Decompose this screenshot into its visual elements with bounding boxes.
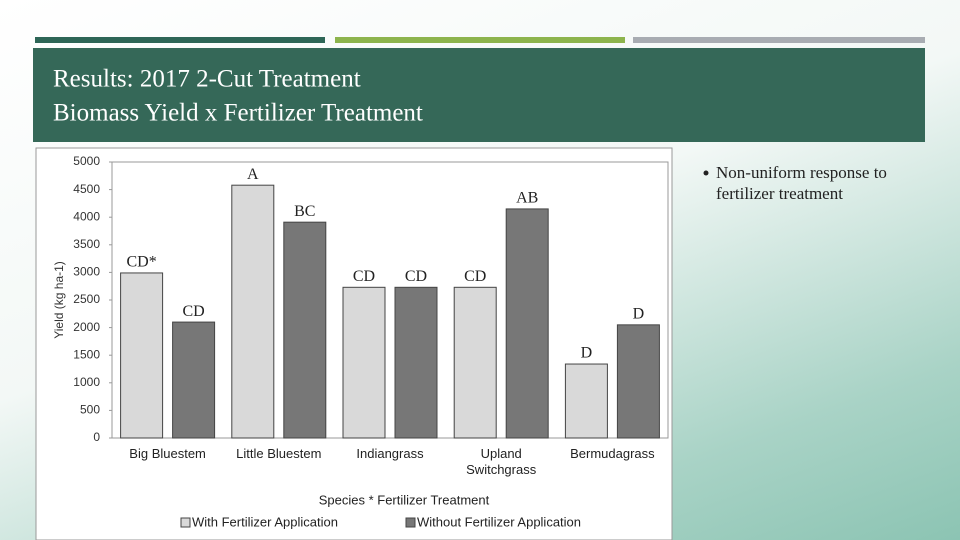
title-line: Biomass Yield x Fertilizer Treatment [53,100,423,127]
significance-letter: CD [182,303,204,320]
significance-letter: AB [516,190,538,207]
bar [283,221,327,439]
significance-letter: CD* [126,254,156,271]
x-tick-label: Bermudagrass [570,446,655,461]
bar [616,324,660,439]
y-tick-label: 3500 [73,237,100,251]
title-box [33,48,925,142]
legend-label: With Fertilizer Application [192,514,338,529]
y-tick-label: 4500 [73,182,100,196]
legend-swatch [405,517,416,528]
x-label-wrap: Little Bluestem [236,446,322,461]
x-tick-label: Indiangrass [356,446,424,461]
bullet-wrap: Non-uniform response to fertilizer treat… [716,163,887,203]
x-tick-label: Little Bluestem [236,446,322,461]
y-tick-label: 1000 [73,375,100,389]
bullet-dot [703,170,709,176]
bullet-text: Non-uniform response to fertilizer treat… [716,163,887,203]
y-tick-label: 5000 [73,154,100,168]
title-line: Results: 2017 2-Cut Treatment [53,66,361,93]
significance-letter: CD [405,268,427,285]
significance-letter: D [633,306,645,323]
bar [120,272,164,439]
significance-letter: D [581,345,593,362]
y-tick-label: 0 [93,430,100,444]
y-tick-label: 3000 [73,265,100,279]
y-tick-label: 1500 [73,347,100,361]
x-label-wrap: Indiangrass [356,446,424,461]
bar [394,286,438,439]
y-tick-label: 4000 [73,209,100,223]
bar [231,184,275,439]
x-label-wrap: Bermudagrass [570,446,655,461]
x-label-wrap: Upland Switchgrass [466,446,537,477]
y-tick-label: 500 [80,403,100,417]
rule-2 [335,37,625,43]
bar [453,286,497,439]
bar [342,286,386,439]
x-axis-title: Species * Fertilizer Treatment [319,492,490,507]
bar [172,321,216,439]
legend-label: Without Fertilizer Application [417,514,581,529]
x-label-wrap: Big Bluestem [129,446,206,461]
y-tick-label: 2500 [73,292,100,306]
significance-letter: CD [353,268,375,285]
y-axis-title: Yield (kg ha-1) [52,261,66,339]
x-tick-label: Upland Switchgrass [466,446,537,477]
y-tick-label: 2000 [73,320,100,334]
rule-3 [633,37,925,43]
significance-letter: A [247,166,259,183]
bar [505,208,549,439]
bar [564,363,608,439]
x-tick-label: Big Bluestem [129,446,206,461]
rule-1 [35,37,325,43]
legend-swatch [180,517,191,528]
significance-letter: BC [294,203,315,220]
significance-letter: CD [464,268,486,285]
